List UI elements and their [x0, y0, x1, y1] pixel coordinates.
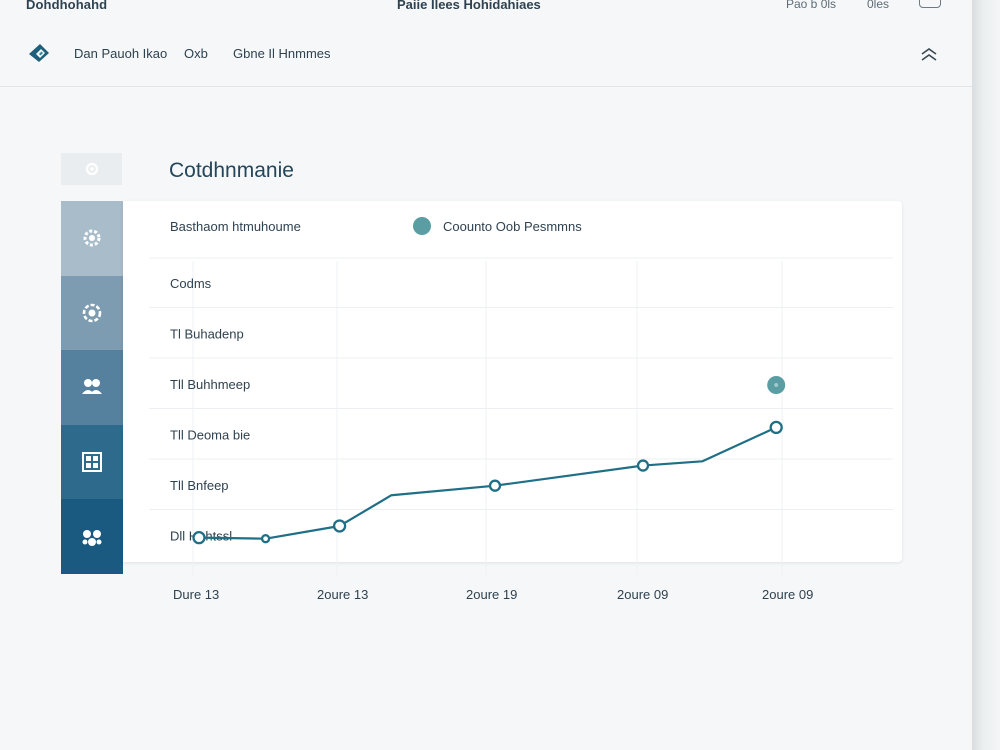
window-shadow — [972, 0, 1000, 750]
x-tick-label: 2oure 19 — [466, 587, 517, 602]
logo-icon[interactable] — [27, 42, 51, 66]
sidebar — [61, 201, 123, 574]
sidebar-item[interactable] — [61, 499, 123, 574]
data-point — [488, 479, 502, 492]
x-tick-label: 2oure 09 — [617, 587, 668, 602]
nav-bar: Dan Pauoh Ikao Oxb Gbne Il Hnmmes — [0, 30, 972, 87]
data-point — [260, 534, 271, 544]
data-point — [192, 530, 206, 545]
sidebar-item[interactable] — [61, 424, 123, 500]
nav-item[interactable]: Dan Pauoh Ikao — [74, 46, 168, 61]
row-label: Tll Deoma bie — [170, 428, 250, 443]
sidebar-item[interactable] — [61, 350, 123, 425]
top-link[interactable]: Pao b 0ls — [786, 0, 837, 11]
legend-marker — [413, 217, 431, 235]
gear-icon — [83, 229, 101, 247]
section-title: Cotdhnmanie — [169, 159, 294, 182]
collapse-icon[interactable] — [918, 44, 940, 66]
annotation-point-center — [774, 383, 779, 387]
gear-icon — [85, 162, 98, 176]
row-label: Tll Bnfeep — [170, 478, 229, 493]
nav-item[interactable]: Oxb — [184, 46, 208, 61]
network-icon — [82, 529, 102, 546]
x-tick-label: 2oure 09 — [762, 587, 813, 602]
chart-title: Basthaom htmuhoume — [170, 219, 301, 234]
line-chart: Basthaom htmuhoume Coounto Oob Pesmmns C… — [149, 217, 893, 602]
app-title: Dohdhohahd — [26, 0, 108, 12]
sidebar-item[interactable] — [61, 201, 123, 276]
series-line — [198, 426, 777, 540]
sidebar-item[interactable] — [61, 275, 123, 351]
title-bar: Dohdhohahd Paiie Ilees Hohidahiaes Pao b… — [0, 0, 972, 14]
row-label: Codms — [170, 276, 212, 291]
top-link[interactable]: 0les — [867, 0, 890, 11]
legend-label: Coounto Oob Pesmmns — [443, 219, 582, 234]
data-point — [769, 420, 783, 435]
data-point — [636, 459, 650, 472]
data-point — [332, 519, 347, 533]
window-title: Paiie Ilees Hohidahiaes — [397, 0, 541, 12]
window-control-button[interactable] — [919, 0, 941, 8]
grid-icon — [82, 452, 102, 473]
x-tick-label: 2oure 13 — [317, 587, 368, 602]
settings-icon — [82, 303, 102, 323]
sidebar-header-tab[interactable] — [61, 153, 122, 185]
people-icon — [82, 379, 102, 395]
chart-card: Basthaom htmuhoume Coounto Oob Pesmmns C… — [123, 201, 902, 602]
row-label: Tll Buhhmeep — [170, 377, 250, 392]
app-window: Dohdhohahd Paiie Ilees Hohidahiaes Pao b… — [0, 0, 972, 602]
row-label: Tl Buhadenp — [170, 327, 244, 342]
x-tick-label: Dure 13 — [173, 587, 219, 602]
nav-item[interactable]: Gbne Il Hnmmes — [233, 46, 331, 61]
